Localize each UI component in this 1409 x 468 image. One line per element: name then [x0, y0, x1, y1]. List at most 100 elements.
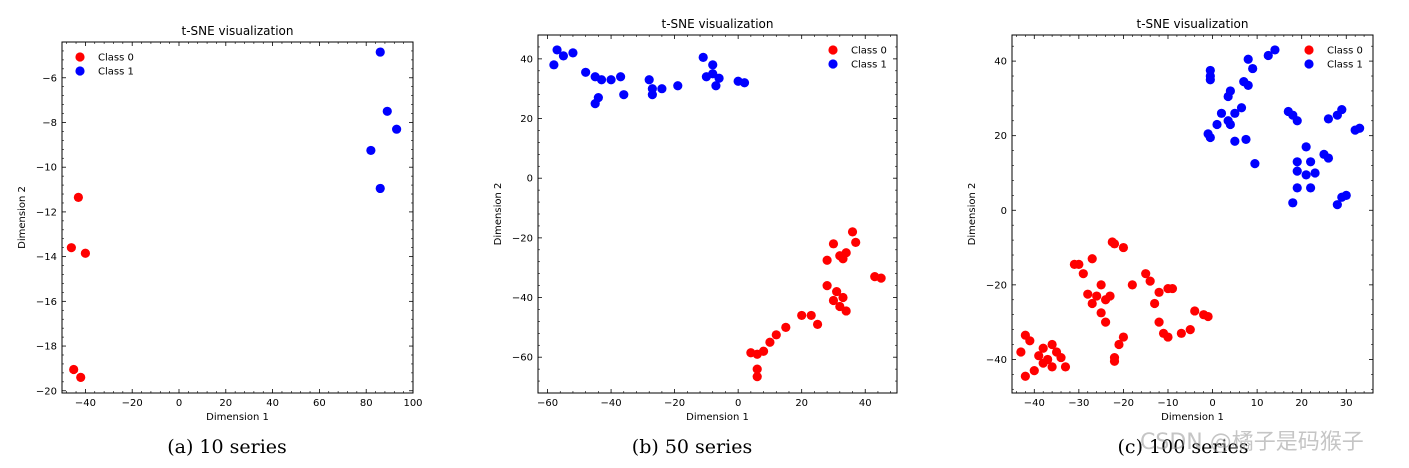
point-class-0 [771, 330, 781, 340]
x-tick-label: 0 [176, 398, 182, 409]
point-class-1 [1230, 108, 1240, 118]
y-tick-label: −12 [36, 207, 57, 218]
x-tick-label: 60 [313, 398, 326, 409]
point-class-1 [1292, 116, 1302, 126]
point-class-0 [1141, 269, 1151, 279]
point-class-1 [375, 47, 385, 57]
x-tick-label: −40 [601, 398, 622, 409]
x-tick-label: −40 [1024, 398, 1045, 409]
point-class-1 [552, 45, 562, 55]
y-tick-label: −14 [36, 252, 57, 263]
point-class-0 [1145, 276, 1155, 286]
caption-a: (a) 10 series [167, 436, 287, 458]
x-tick-label: 30 [1340, 398, 1353, 409]
point-class-1 [1225, 86, 1235, 96]
point-class-0 [822, 281, 832, 291]
x-tick-label: 80 [360, 398, 373, 409]
point-class-0 [851, 237, 861, 247]
point-class-1 [549, 60, 559, 70]
point-class-0 [1029, 366, 1039, 376]
point-class-0 [1118, 332, 1129, 342]
point-class-0 [841, 306, 851, 316]
point-class-0 [838, 292, 848, 303]
x-tick-label: −60 [537, 398, 558, 409]
point-class-1 [1243, 54, 1253, 64]
point-class-0 [1078, 269, 1088, 279]
caption-b: (b) 50 series [631, 436, 753, 458]
point-class-0 [752, 349, 762, 359]
point-class-0 [1016, 347, 1026, 357]
point-class-0 [1176, 328, 1186, 338]
point-class-0 [1034, 351, 1044, 361]
point-class-0 [828, 295, 839, 306]
x-axis-label: Dimension 1 [1161, 412, 1224, 423]
point-class-1 [1292, 166, 1302, 176]
point-class-0 [1096, 280, 1106, 290]
point-class-0 [1100, 317, 1111, 327]
y-tick-label: 0 [1001, 206, 1007, 217]
plot-frame [1011, 34, 1374, 394]
point-class-0 [847, 227, 858, 237]
point-class-0 [832, 286, 842, 297]
point-class-1 [1288, 198, 1298, 208]
legend-marker [75, 52, 85, 62]
point-class-1 [1248, 63, 1258, 74]
legend-marker [828, 45, 838, 55]
point-class-0 [1114, 339, 1124, 350]
y-tick-label: −8 [42, 118, 57, 129]
point-class-1 [708, 69, 718, 79]
point-class-0 [797, 310, 807, 321]
point-class-0 [1150, 298, 1160, 309]
point-class-1 [714, 73, 724, 83]
y-tick-label: −10 [36, 163, 57, 174]
point-class-0 [822, 255, 832, 265]
point-class-0 [76, 372, 86, 382]
legend-label: Class 0 [1327, 46, 1363, 57]
point-class-1 [698, 52, 708, 62]
point-class-0 [1185, 325, 1195, 335]
point-class-0 [1118, 242, 1129, 253]
caption-c: (c) 100 series [1117, 436, 1249, 458]
y-tick-label: 40 [994, 57, 1007, 68]
x-tick-label: −30 [1068, 398, 1089, 409]
point-class-0 [812, 319, 823, 329]
point-class-0 [765, 337, 775, 347]
point-class-1 [616, 72, 626, 82]
chart-panel-1: t-SNE visualization −60 −40 −20 0 20 40 −60 −40 −… [493, 17, 898, 423]
point-class-0 [69, 364, 79, 375]
point-class-0 [1087, 254, 1097, 264]
point-class-0 [1047, 339, 1057, 350]
point-class-1 [1310, 168, 1320, 178]
x-tick-label: −20 [1113, 398, 1134, 409]
point-class-1 [1250, 159, 1260, 169]
y-tick-label: 0 [527, 174, 533, 185]
point-class-0 [1096, 308, 1106, 318]
point-class-0 [1038, 358, 1048, 368]
point-class-0 [1056, 352, 1066, 363]
point-class-0 [752, 371, 762, 382]
legend-label: Class 0 [98, 53, 134, 64]
x-tick-label: −10 [1157, 398, 1178, 409]
point-class-1 [1292, 183, 1302, 193]
point-class-0 [1154, 317, 1164, 327]
point-class-0 [835, 301, 845, 312]
y-tick-label: 20 [994, 131, 1007, 142]
point-class-1 [1243, 80, 1253, 90]
point-class-0 [80, 248, 90, 258]
point-class-0 [1127, 280, 1137, 290]
legend-label: Class 1 [851, 60, 887, 71]
legend-label: Class 1 [98, 67, 134, 78]
point-class-1 [1306, 183, 1316, 193]
plot-frame [61, 41, 414, 394]
point-class-1 [1332, 110, 1342, 120]
point-class-1 [1292, 157, 1302, 167]
point-class-1 [739, 78, 750, 88]
x-axis-label: Dimension 1 [206, 412, 269, 423]
point-class-1 [644, 75, 654, 85]
chart-title: t-SNE visualization [182, 24, 294, 38]
y-tick-label: −18 [36, 342, 57, 353]
x-tick-label: −20 [122, 398, 143, 409]
point-class-1 [568, 48, 578, 58]
y-tick-label: 20 [520, 114, 533, 125]
